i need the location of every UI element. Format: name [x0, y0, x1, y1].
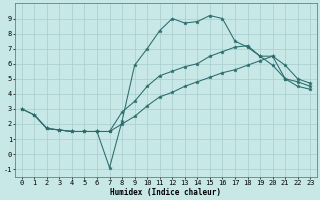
X-axis label: Humidex (Indice chaleur): Humidex (Indice chaleur) — [110, 188, 221, 197]
